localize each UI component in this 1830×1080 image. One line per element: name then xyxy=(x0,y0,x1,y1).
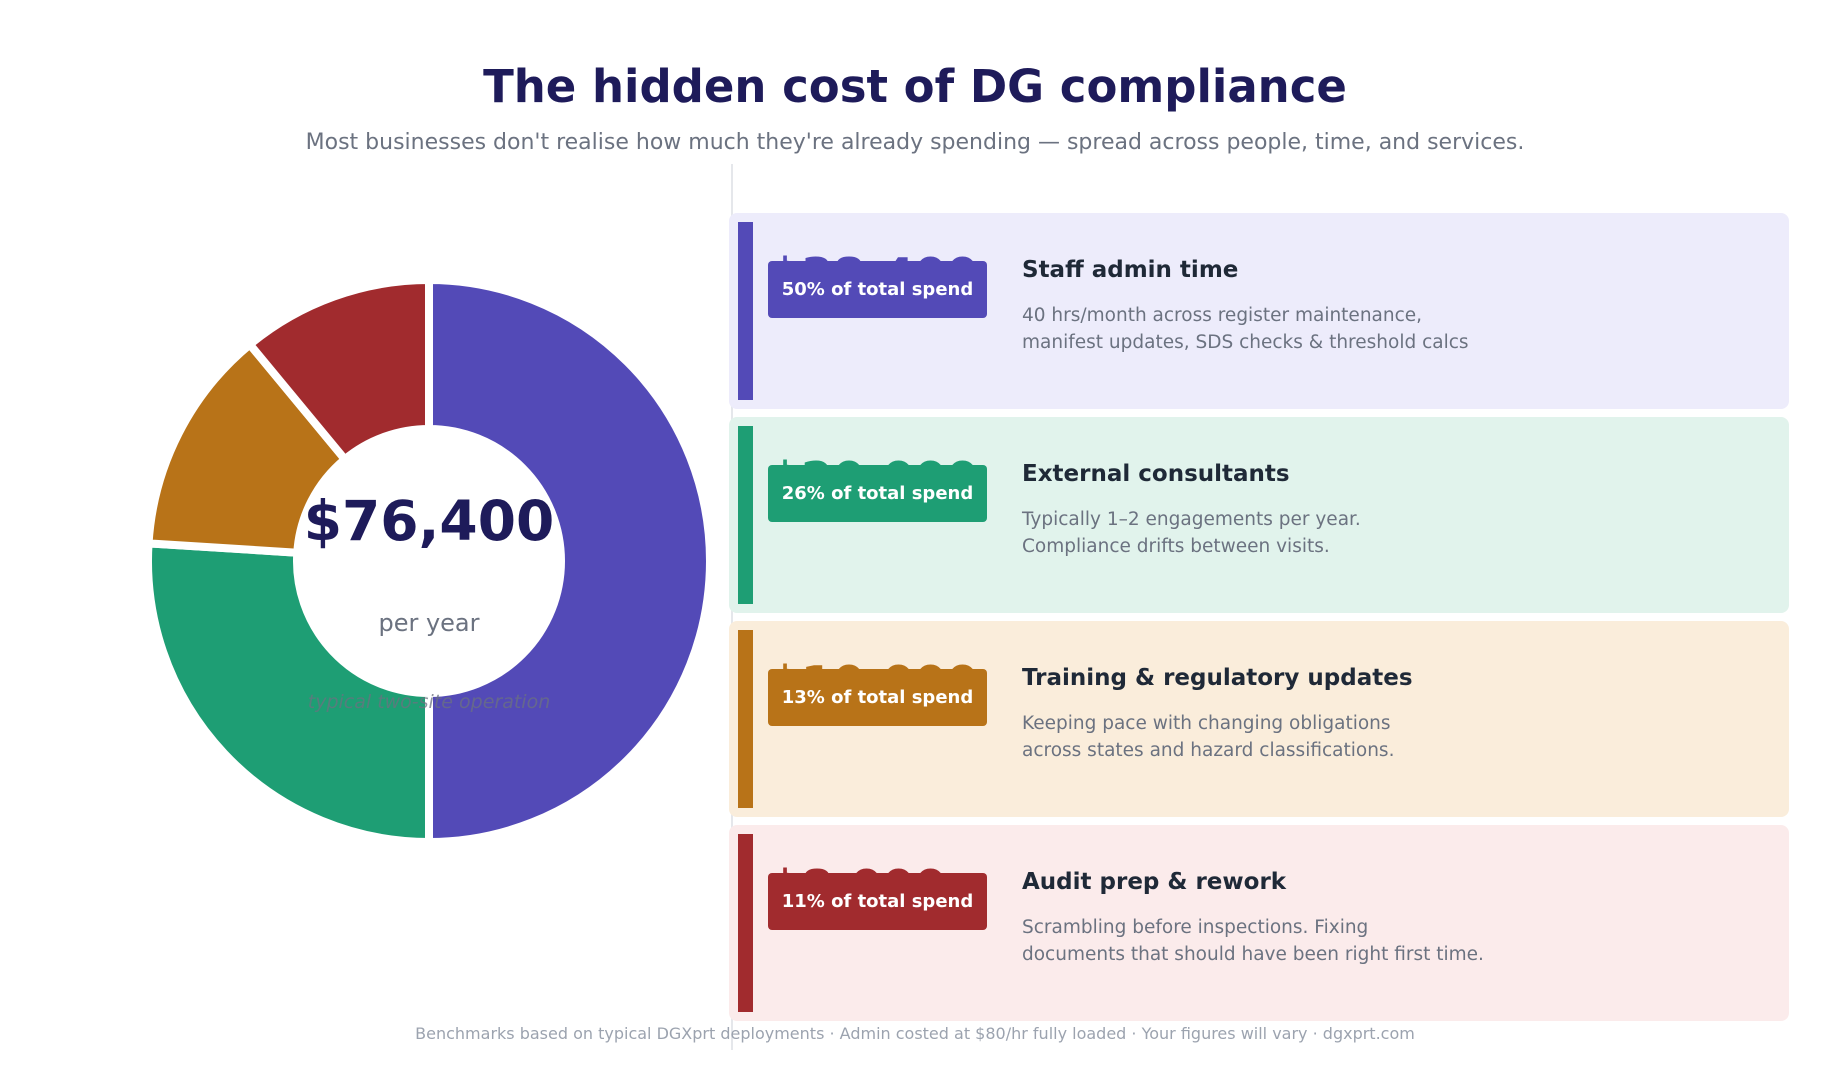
description-line: Typically 1–2 engagements per year. xyxy=(1022,509,1361,530)
cost-card-staff-admin: $38,400 50% of total spend Staff admin t… xyxy=(729,213,1789,409)
accent-bar xyxy=(738,834,753,1012)
accent-bar xyxy=(738,426,753,604)
card-title: External consultants xyxy=(1022,461,1290,487)
footer-note: Benchmarks based on typical DGXprt deplo… xyxy=(415,1024,1415,1043)
description-line: Compliance drifts between visits. xyxy=(1022,536,1330,557)
card-description: 40 hrs/month across register maintenance… xyxy=(1022,302,1582,356)
card-title: Audit prep & rework xyxy=(1022,869,1287,895)
donut-unit: per year xyxy=(378,609,480,637)
percent-badge: 26% of total spend xyxy=(768,465,987,522)
donut-note: typical two-site operation xyxy=(307,691,551,713)
page-subtitle: Most businesses don't realise how much t… xyxy=(305,130,1525,155)
description-line: across states and hazard classifications… xyxy=(1022,740,1395,761)
cost-card-external-consultants: $20,000 26% of total spend External cons… xyxy=(729,417,1789,613)
description-line: Scrambling before inspections. Fixing xyxy=(1022,917,1369,938)
description-line: Keeping pace with changing obligations xyxy=(1022,713,1391,734)
card-description: Keeping pace with changing obligations a… xyxy=(1022,710,1582,764)
donut-slice-audit-prep-rework xyxy=(244,275,433,465)
donut-total: $76,400 xyxy=(303,489,555,553)
accent-bar xyxy=(738,222,753,400)
donut-slice-staff-admin-time xyxy=(425,275,714,847)
percent-badge: 50% of total spend xyxy=(768,261,987,318)
percent-badge: 11% of total spend xyxy=(768,873,987,930)
description-line: 40 hrs/month across register maintenance… xyxy=(1022,305,1423,326)
page-title: The hidden cost of DG compliance xyxy=(483,60,1347,113)
donut-chart xyxy=(144,275,714,847)
accent-bar xyxy=(738,630,753,808)
donut-slice-external-consultants xyxy=(144,539,433,847)
description-line: documents that should have been right fi… xyxy=(1022,944,1484,965)
cost-card-training: $10,000 13% of total spend Training & re… xyxy=(729,621,1789,817)
card-description: Typically 1–2 engagements per year. Comp… xyxy=(1022,506,1582,560)
card-description: Scrambling before inspections. Fixing do… xyxy=(1022,914,1582,968)
card-title: Training & regulatory updates xyxy=(1022,665,1413,691)
donut-slice-training-regulatory-updates xyxy=(144,338,351,557)
cost-card-audit-prep: $8,000 11% of total spend Audit prep & r… xyxy=(729,825,1789,1021)
percent-badge: 13% of total spend xyxy=(768,669,987,726)
card-title: Staff admin time xyxy=(1022,257,1239,283)
description-line: manifest updates, SDS checks & threshold… xyxy=(1022,332,1469,353)
